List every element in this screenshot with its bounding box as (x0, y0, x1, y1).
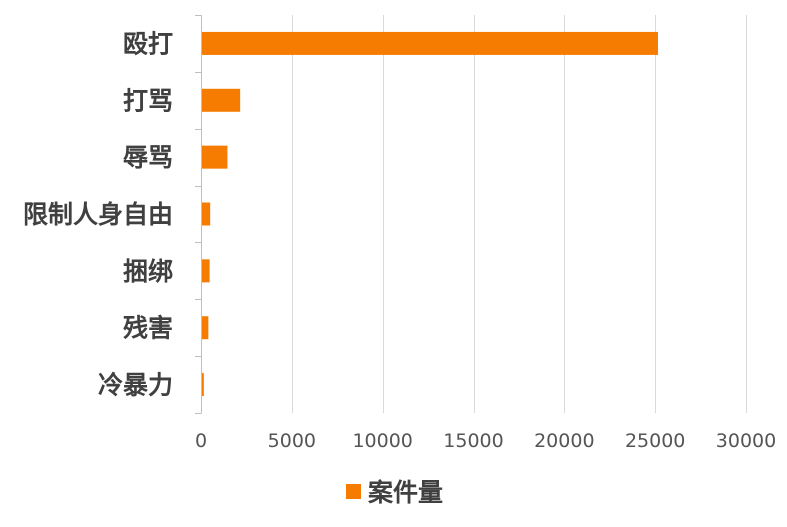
bar (202, 202, 211, 226)
category-label: 捆绑 (123, 257, 173, 286)
legend: 案件量 (346, 478, 443, 507)
x-tick-label: 20000 (534, 430, 594, 452)
category-label: 冷暴力 (98, 371, 173, 400)
bars (202, 31, 658, 397)
bar (202, 316, 209, 340)
category-label: 辱骂 (123, 143, 173, 172)
x-tick-label: 30000 (716, 430, 776, 452)
bar (202, 373, 204, 397)
category-label: 殴打 (123, 29, 173, 58)
x-tick-label: 15000 (443, 430, 503, 452)
bar (202, 88, 241, 112)
axes (195, 15, 202, 414)
category-label: 打骂 (123, 86, 173, 115)
legend-swatch (346, 484, 361, 499)
bar (202, 259, 210, 283)
x-tick-label: 0 (195, 430, 207, 452)
category-label: 残害 (123, 314, 173, 343)
gridlines (292, 15, 747, 413)
bar (202, 145, 228, 169)
tick-labels: 0 5000 10000 15000 20000 25000 30000 (195, 430, 776, 452)
x-tick-label: 10000 (352, 430, 412, 452)
bar (202, 31, 658, 55)
x-tick-label: 5000 (268, 430, 316, 452)
category-label: 限制人身自由 (23, 200, 173, 229)
x-tick-label: 25000 (625, 430, 685, 452)
legend-label: 案件量 (367, 478, 443, 507)
